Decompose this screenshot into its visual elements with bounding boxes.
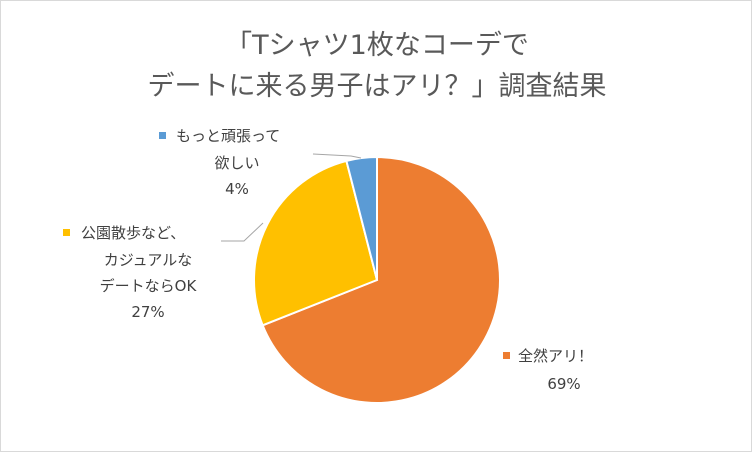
data-label-more-effort-line-2: 欲しい (214, 154, 259, 172)
legend-key-more-effort (159, 132, 166, 139)
data-label-casual-ok: 公園散歩など、 カジュアルな デートならOK 27% (63, 224, 197, 321)
data-label-fully-ok-name: 全然アリ！ (518, 347, 593, 365)
chart-title-line-1: 「Tシャツ1枚なコーデで (225, 30, 529, 61)
pie-slice-fully-ok (261, 155, 502, 404)
leader-line-more-effort (312, 153, 362, 159)
data-label-casual-ok-line-1: 公園散歩など、 (81, 224, 185, 242)
leader-line-casual-ok (221, 222, 264, 242)
data-label-fully-ok-percent: 69% (547, 375, 580, 393)
leader-lines (221, 153, 362, 242)
legend-key-fully-ok (503, 352, 510, 359)
data-label-casual-ok-line-2: カジュアルな (104, 251, 193, 269)
data-label-fully-ok: 全然アリ！ 69% (503, 347, 593, 393)
pie-slice-more-effort (345, 155, 378, 281)
chart-title-line-2: デートに来る男子はアリ？」調査結果 (148, 71, 607, 102)
data-label-more-effort-line-1: もっと頑張って (176, 127, 280, 145)
pie-slice-casual-ok (253, 159, 379, 327)
data-label-more-effort-percent: 4% (225, 180, 249, 198)
pie-slices (253, 155, 502, 404)
data-label-casual-ok-percent: 27% (131, 303, 164, 321)
data-label-more-effort: もっと頑張って 欲しい 4% (159, 127, 280, 198)
legend-key-casual-ok (63, 229, 70, 236)
data-label-casual-ok-line-3: デートならOK (100, 277, 198, 295)
